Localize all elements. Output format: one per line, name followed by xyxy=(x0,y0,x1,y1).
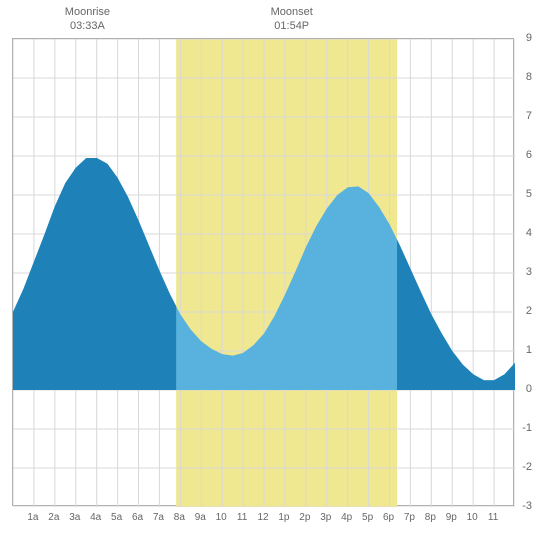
moon-event-label: Moonrise03:33A xyxy=(65,5,110,34)
x-tick-label: 7p xyxy=(404,512,415,523)
moon-event-title: Moonset xyxy=(271,5,313,19)
y-tick-label: -1 xyxy=(522,422,532,434)
y-tick-label: 2 xyxy=(526,305,532,317)
y-tick-label: -2 xyxy=(522,461,532,473)
chart-svg xyxy=(13,39,515,507)
x-tick-label: 2a xyxy=(48,512,59,523)
y-tick-label: -3 xyxy=(522,500,532,512)
y-tick-label: 1 xyxy=(526,344,532,356)
moon-event-label: Moonset01:54P xyxy=(271,5,313,34)
x-tick-label: 3a xyxy=(69,512,80,523)
x-tick-label: 6a xyxy=(132,512,143,523)
x-tick-label: 5a xyxy=(111,512,122,523)
y-tick-label: 0 xyxy=(526,383,532,395)
x-tick-label: 11 xyxy=(237,512,247,523)
y-tick-label: 7 xyxy=(526,110,532,122)
x-tick-label: 9a xyxy=(195,512,206,523)
x-tick-label: 8p xyxy=(425,512,436,523)
moon-event-title: Moonrise xyxy=(65,5,110,19)
x-tick-label: 6p xyxy=(383,512,394,523)
x-tick-label: 12 xyxy=(257,512,268,523)
y-tick-label: 8 xyxy=(526,71,532,83)
x-tick-label: 4a xyxy=(90,512,101,523)
x-tick-label: 10 xyxy=(467,512,478,523)
y-tick-label: 4 xyxy=(526,227,532,239)
x-tick-label: 9p xyxy=(446,512,457,523)
x-tick-label: 10 xyxy=(216,512,227,523)
x-tick-label: 1a xyxy=(27,512,38,523)
x-tick-label: 1p xyxy=(278,512,289,523)
y-tick-label: 5 xyxy=(526,188,532,200)
y-tick-label: 9 xyxy=(526,32,532,44)
moon-event-time: 03:33A xyxy=(65,19,110,33)
x-tick-label: 4p xyxy=(341,512,352,523)
plot-area xyxy=(12,38,514,506)
x-tick-label: 11 xyxy=(488,512,498,523)
x-tick-label: 7a xyxy=(153,512,164,523)
x-tick-label: 3p xyxy=(320,512,331,523)
y-tick-label: 3 xyxy=(526,266,532,278)
x-tick-label: 8a xyxy=(174,512,185,523)
x-tick-label: 2p xyxy=(299,512,310,523)
y-tick-label: 6 xyxy=(526,149,532,161)
tide-chart: -3-2-101234567891a2a3a4a5a6a7a8a9a101112… xyxy=(0,0,550,550)
moon-event-time: 01:54P xyxy=(271,19,313,33)
x-tick-label: 5p xyxy=(362,512,373,523)
